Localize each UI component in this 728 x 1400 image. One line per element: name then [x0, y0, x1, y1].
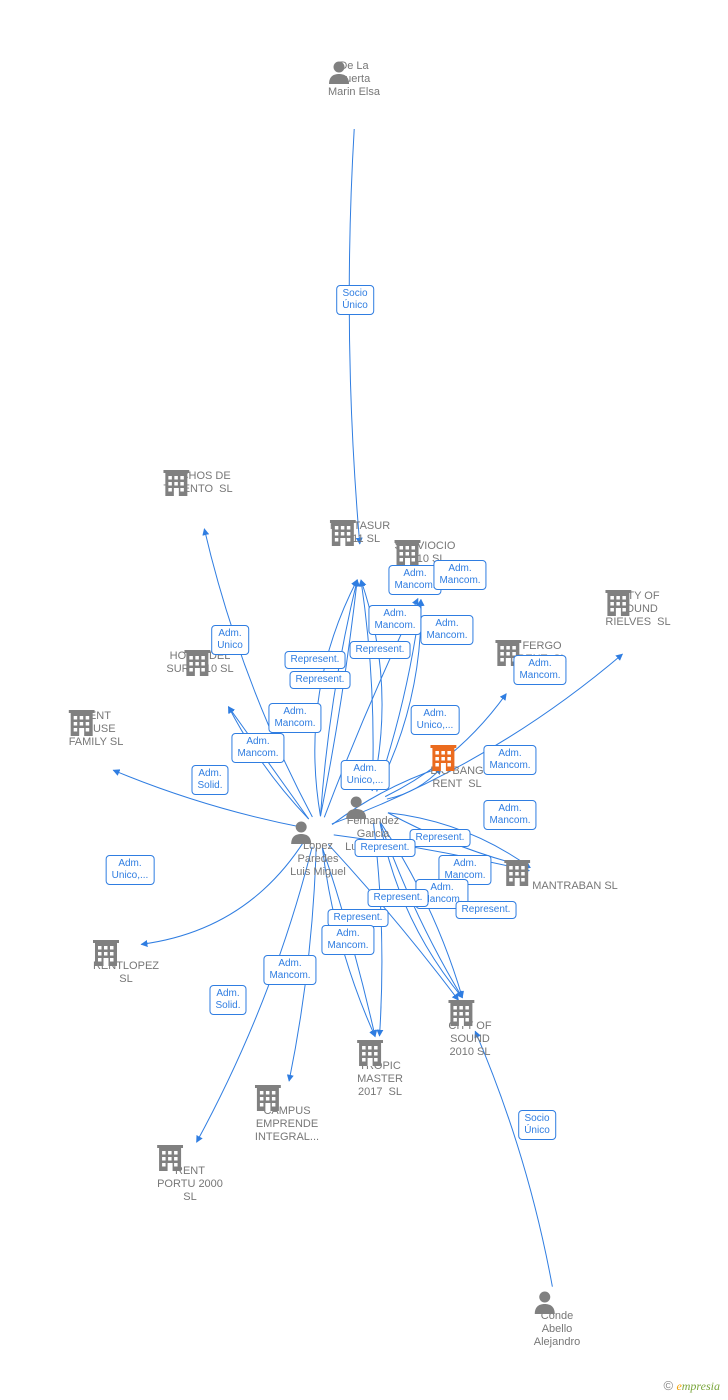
edge-label: Represent.: [290, 671, 351, 689]
company-node[interactable]: CAMPUS EMPRENDE INTEGRAL...: [255, 1085, 319, 1144]
copyright-symbol: ©: [664, 1378, 674, 1393]
edge-label: Represent.: [285, 651, 346, 669]
edge-label: Adm. Unico: [211, 625, 249, 655]
edge-label: Adm. Mancom.: [268, 703, 321, 733]
edge-label: Adm. Mancom.: [321, 925, 374, 955]
edge-label: Adm. Solid.: [191, 765, 228, 795]
company-node[interactable]: BIG BANG RENT SL: [430, 745, 483, 791]
edge-label: Represent.: [410, 829, 471, 847]
company-node[interactable]: HOTEL DEL SUR 2010 SL: [184, 650, 251, 694]
person-node[interactable]: De La Puerta Marin Elsa: [328, 60, 380, 117]
brand-rest: mpresia: [682, 1379, 720, 1393]
person-node[interactable]: Lopez Paredes Luis Miguel: [290, 820, 346, 879]
company-node[interactable]: CITY OF SOUND RIELVES SL: [605, 590, 670, 647]
edge-label: Adm. Mancom.: [368, 605, 421, 635]
edge-label: Adm. Mancom.: [483, 745, 536, 775]
edge-label: Represent.: [456, 901, 517, 919]
edge-label: Represent.: [350, 641, 411, 659]
node-label: MANTRABAN SL: [532, 880, 618, 893]
company-node[interactable]: RENTLOPEZ SL: [93, 940, 159, 986]
edge: [141, 841, 304, 945]
company-node[interactable]: MANTRABAN SL: [504, 860, 590, 893]
edge-label: Socio Único: [336, 285, 374, 315]
edge-label: Adm. Mancom.: [231, 733, 284, 763]
edge-layer: [0, 0, 728, 1400]
node-label: Lopez Paredes Luis Miguel: [290, 840, 346, 879]
company-node[interactable]: HECHOS DE TALENTO SL: [163, 470, 232, 514]
brand-watermark: © empresia: [664, 1378, 721, 1394]
company-node[interactable]: CITY OF SOUND 2010 SL: [448, 1000, 491, 1059]
edge-label: Socio Único: [518, 1110, 556, 1140]
edge-label: Adm. Mancom.: [420, 615, 473, 645]
person-node[interactable]: Conde Abello Alejandro: [534, 1290, 580, 1349]
edge-label: Adm. Unico,...: [411, 705, 460, 735]
edge-label: Represent.: [355, 839, 416, 857]
node-label: Conde Abello Alejandro: [534, 1310, 580, 1349]
edge-label: Adm. Mancom.: [483, 800, 536, 830]
edge-label: Adm. Solid.: [209, 985, 246, 1015]
company-node[interactable]: RENT HOUSE FAMILY SL: [69, 710, 124, 767]
edge-label: Adm. Mancom.: [513, 655, 566, 685]
edge-label: Adm. Mancom.: [433, 560, 486, 590]
edge-label: Adm. Unico,...: [106, 855, 155, 885]
edge-label: Adm. Unico,...: [341, 760, 390, 790]
edge-label: Represent.: [368, 889, 429, 907]
company-node[interactable]: HOSTASUR 2011 SL: [330, 520, 390, 564]
company-node[interactable]: TROPIC MASTER 2017 SL: [357, 1040, 403, 1099]
company-node[interactable]: RENT PORTU 2000 SL: [157, 1145, 223, 1204]
edge: [475, 1031, 552, 1286]
edge: [349, 129, 360, 544]
edge-label: Adm. Mancom.: [263, 955, 316, 985]
